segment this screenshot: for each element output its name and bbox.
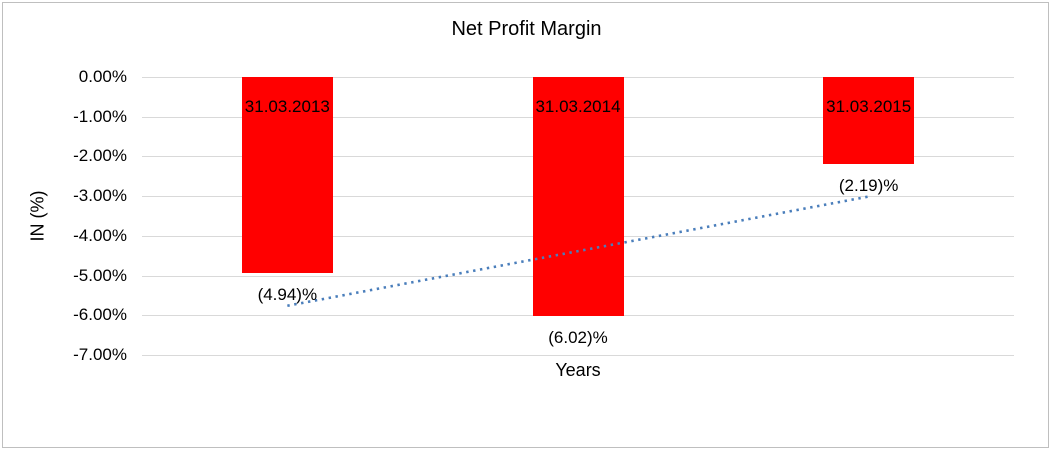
chart-title: Net Profit Margin bbox=[451, 18, 602, 40]
bar-category-label: 31.03.2015 bbox=[826, 97, 912, 116]
y-tick-label: -6.00% bbox=[73, 305, 127, 324]
bar-category-label: 31.03.2014 bbox=[535, 97, 621, 116]
y-tick-label: -4.00% bbox=[73, 226, 127, 245]
y-tick-label: 0.00% bbox=[78, 67, 127, 86]
y-tick-label: -5.00% bbox=[73, 266, 127, 285]
bar-category-label: 31.03.2013 bbox=[244, 97, 330, 116]
y-tick-label: -2.00% bbox=[73, 146, 127, 165]
y-tick-label: -1.00% bbox=[73, 107, 127, 126]
bar-value-label: (2.19)% bbox=[838, 176, 899, 195]
y-tick-label: -3.00% bbox=[73, 186, 127, 205]
bar-value-label: (6.02)% bbox=[548, 328, 608, 347]
plot-area: 31.03.2013 (4.94)% 31.03.2014 (6.02)% 31.03.… bbox=[142, 77, 1014, 356]
bar-value-label: (4.94)% bbox=[257, 285, 318, 304]
bar-31.03.2015 bbox=[823, 77, 915, 164]
gridline bbox=[142, 355, 1014, 356]
x-axis-title: Years bbox=[555, 360, 601, 380]
y-tick-label: -7.00% bbox=[73, 345, 127, 364]
